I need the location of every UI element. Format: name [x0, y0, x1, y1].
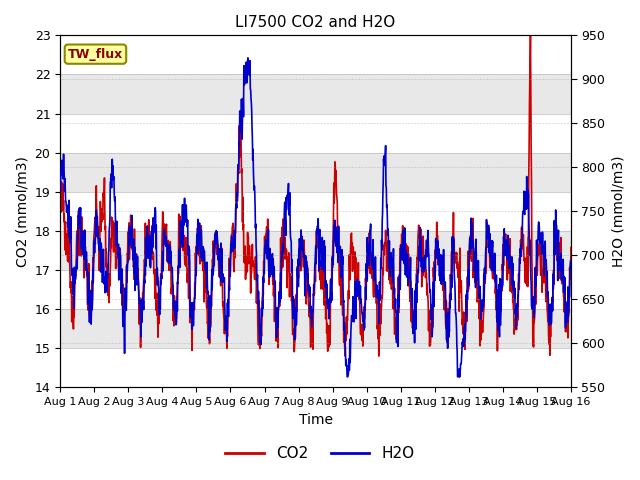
Bar	[60, 74, 571, 114]
Bar	[60, 231, 571, 270]
Y-axis label: CO2 (mmol/m3): CO2 (mmol/m3)	[15, 156, 29, 267]
Y-axis label: H2O (mmol/m3): H2O (mmol/m3)	[611, 156, 625, 267]
Text: TW_flux: TW_flux	[68, 48, 123, 60]
Bar	[60, 309, 571, 348]
Bar	[60, 153, 571, 192]
Title: LI7500 CO2 and H2O: LI7500 CO2 and H2O	[236, 15, 396, 30]
X-axis label: Time: Time	[299, 413, 333, 427]
Legend: CO2, H2O: CO2, H2O	[220, 440, 420, 468]
